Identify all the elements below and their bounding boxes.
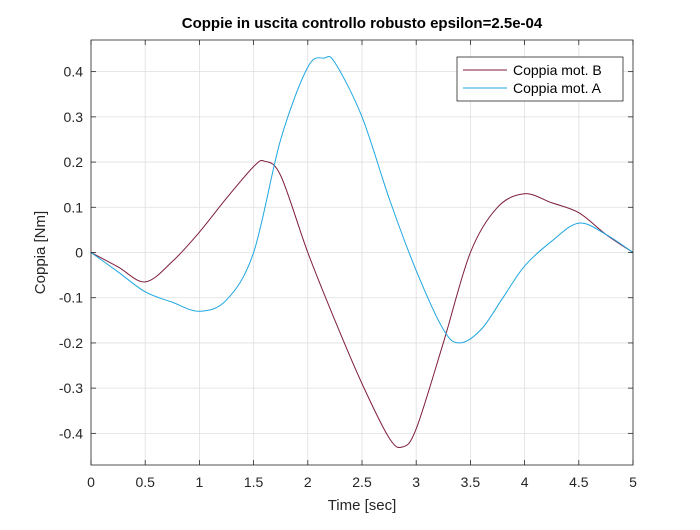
x-tick-label: 5 bbox=[629, 474, 637, 490]
chart-title: Coppie in uscita controllo robusto epsil… bbox=[182, 15, 543, 32]
y-tick-label: -0.1 bbox=[59, 290, 83, 306]
x-tick-label: 0.5 bbox=[135, 474, 155, 490]
series-lines bbox=[90, 55, 634, 449]
y-tick-label: -0.3 bbox=[59, 380, 83, 396]
legend: Coppia mot. B Coppia mot. A bbox=[456, 56, 624, 102]
x-tick-label: 2 bbox=[304, 474, 312, 490]
x-tick-label: 3.5 bbox=[461, 474, 481, 490]
legend-label-coppia-mot-a: Coppia mot. A bbox=[513, 80, 602, 96]
y-tick-label: 0 bbox=[75, 245, 83, 261]
y-tick-label: 0.4 bbox=[64, 64, 84, 80]
x-axis-label: Time [sec] bbox=[328, 497, 397, 514]
y-tick-label: 0.1 bbox=[64, 199, 84, 215]
legend-label-coppia-mot-b: Coppia mot. B bbox=[513, 62, 602, 78]
x-tick-label: 2.5 bbox=[352, 474, 372, 490]
x-tick-label: 3 bbox=[412, 474, 420, 490]
axis-ticks: 0 0.5 1 1.5 2 2.5 3 3.5 4 4.5 5 -0.4 -0.3 -0.2 -0.1 0 0.… bbox=[59, 40, 637, 490]
x-tick-label: 0 bbox=[87, 474, 95, 490]
x-tick-label: 1 bbox=[196, 474, 204, 490]
y-tick-label: -0.2 bbox=[59, 335, 83, 351]
y-tick-label: 0.3 bbox=[64, 109, 84, 125]
x-tick-label: 4.5 bbox=[569, 474, 589, 490]
series-line-coppia-mot-a bbox=[90, 55, 634, 344]
y-tick-label: 0.2 bbox=[64, 154, 84, 170]
y-axis-label: Coppia [Nm] bbox=[32, 211, 49, 294]
y-tick-label: -0.4 bbox=[59, 425, 83, 441]
grid-lines bbox=[90, 40, 634, 465]
x-tick-label: 1.5 bbox=[244, 474, 264, 490]
x-tick-label: 4 bbox=[521, 474, 529, 490]
series-line-coppia-mot-b bbox=[90, 160, 634, 449]
legend-box bbox=[456, 56, 624, 102]
